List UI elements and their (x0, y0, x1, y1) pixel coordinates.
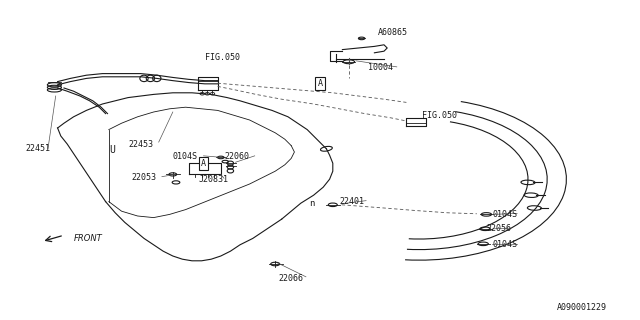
Text: 22060: 22060 (224, 152, 249, 161)
Text: A090001229: A090001229 (557, 303, 607, 312)
Text: FIG.050: FIG.050 (422, 111, 458, 120)
Text: U: U (109, 145, 115, 156)
Text: 22056: 22056 (486, 224, 511, 233)
Text: 22453: 22453 (128, 140, 153, 148)
Text: 22066: 22066 (278, 274, 303, 283)
Text: 0104S: 0104S (173, 152, 198, 161)
Text: J20831: J20831 (198, 175, 228, 184)
Text: 22451: 22451 (26, 144, 51, 153)
Text: A: A (201, 159, 206, 168)
Text: 22401: 22401 (339, 197, 364, 206)
Text: A: A (317, 79, 323, 88)
Text: 10004: 10004 (368, 63, 393, 72)
Text: A60865: A60865 (378, 28, 408, 36)
Text: 0104S: 0104S (493, 240, 518, 249)
Text: n: n (309, 199, 314, 208)
Text: 22053: 22053 (131, 173, 156, 182)
Text: 0104S: 0104S (493, 210, 518, 219)
Text: FIG.050: FIG.050 (205, 53, 240, 62)
Text: FRONT: FRONT (74, 234, 102, 243)
